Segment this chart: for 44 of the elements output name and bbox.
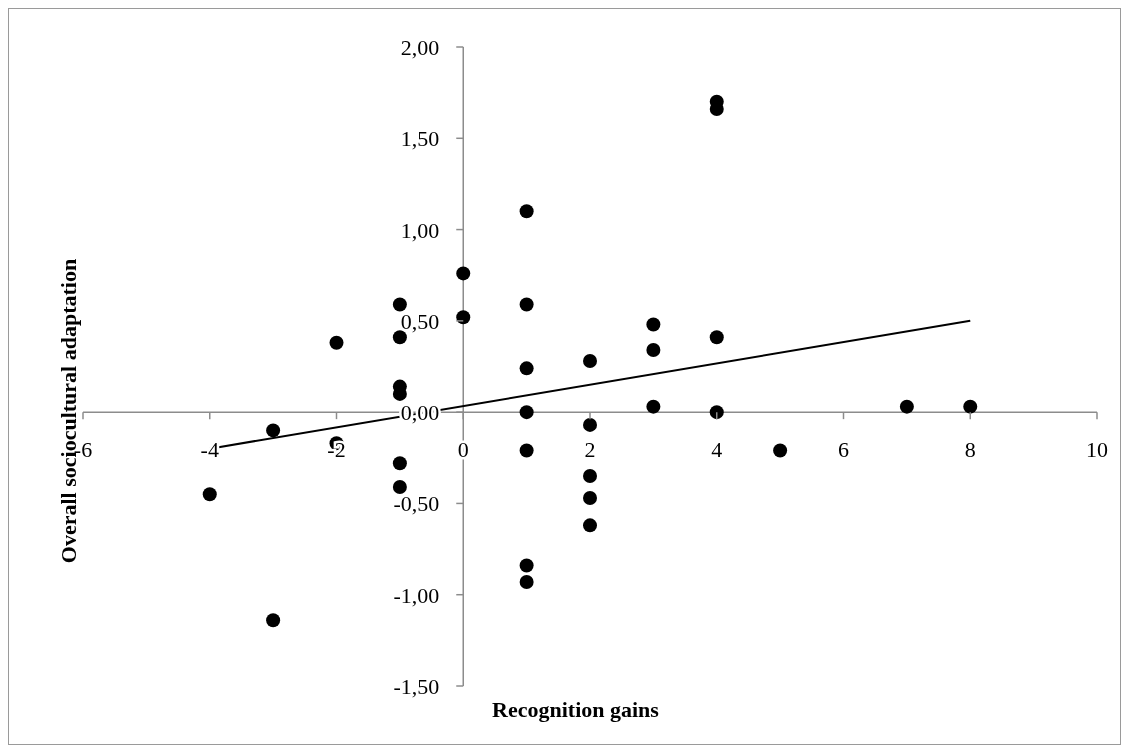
point	[519, 361, 534, 376]
point	[519, 558, 534, 573]
x-axis-title: Recognition gains	[492, 697, 659, 722]
x-tick-label: 8	[964, 437, 976, 463]
point	[963, 399, 978, 414]
x-tick-label: -4	[200, 437, 219, 463]
point	[773, 443, 788, 458]
point	[583, 490, 597, 505]
point	[646, 317, 661, 332]
x-tick-label: 4	[711, 437, 723, 463]
x-tick-label: 0	[457, 437, 469, 463]
point	[329, 335, 344, 350]
point	[392, 297, 407, 312]
point	[646, 343, 661, 358]
point	[709, 405, 724, 420]
point	[899, 399, 914, 414]
y-tick-label: 0,50	[400, 308, 440, 334]
point	[646, 399, 661, 414]
point	[519, 443, 534, 458]
point	[266, 423, 281, 438]
point	[392, 456, 407, 471]
x-tick-label: 2	[584, 437, 596, 463]
x-tick-label: 10	[1086, 437, 1108, 463]
point	[456, 310, 471, 325]
point	[392, 480, 407, 494]
y-tick-label: -1,00	[393, 582, 440, 608]
y-tick-label: -1,50	[393, 674, 440, 699]
y-tick-label: -0,50	[393, 491, 440, 517]
point	[202, 487, 217, 502]
point	[583, 354, 597, 369]
y-tick-label: 1,00	[400, 217, 440, 243]
point	[456, 266, 471, 281]
y-tick-label: 1,50	[400, 126, 440, 152]
point	[519, 297, 534, 312]
point	[519, 204, 534, 219]
point	[583, 518, 597, 533]
x-tick-label: 6	[838, 437, 849, 463]
point	[266, 613, 281, 628]
point	[519, 574, 534, 589]
point	[519, 405, 534, 420]
point	[583, 417, 597, 432]
y-tick-label: 2,00	[400, 35, 440, 60]
point	[709, 330, 724, 345]
point	[583, 469, 597, 484]
